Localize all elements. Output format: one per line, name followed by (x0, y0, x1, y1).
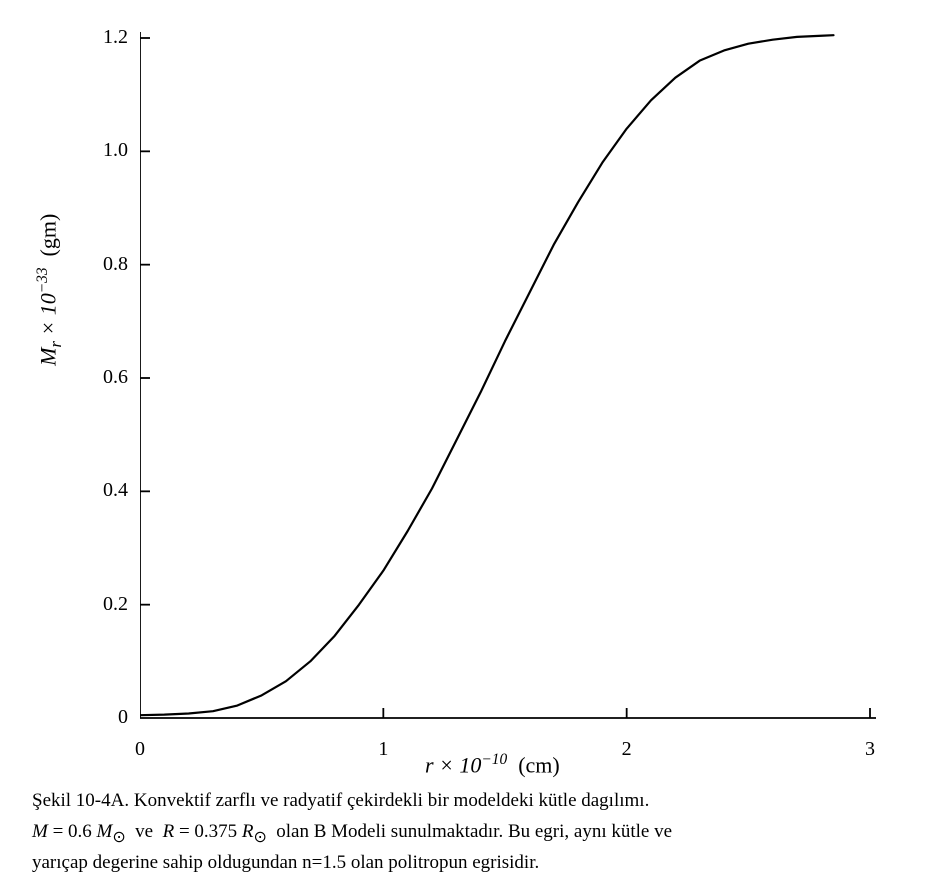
chart-container: 0 0.2 0.4 0.6 0.8 1.0 1.2 0 1 2 3 Mr × 10−33 (gm)… (10, 10, 928, 780)
y-tick-label: 0.4 (78, 479, 128, 502)
y-tick-label: 1.2 (78, 26, 128, 49)
y-tick-label: 0.6 (78, 366, 128, 389)
y-tick-label: 1.0 (78, 139, 128, 162)
caption-line-3: yarıçap degerine sahip oldugundan n=1.5 … (32, 849, 912, 878)
y-axis-label: Mr × 10−33 (gm) (34, 214, 66, 366)
x-tick-label: 2 (612, 738, 642, 761)
plot-area (140, 28, 890, 728)
x-tick-label: 0 (125, 738, 155, 761)
y-tick-label: 0.8 (78, 253, 128, 276)
x-tick-label: 1 (368, 738, 398, 761)
y-tick-label: 0.2 (78, 593, 128, 616)
chart-svg (140, 28, 890, 728)
figure-caption: Şekil 10-4A. Konvektif zarflı ve radyati… (32, 787, 912, 878)
y-tick-label: 0 (78, 706, 128, 729)
caption-line-2: M = 0.6 M⊙ ve R = 0.375 R⊙ olan B Modeli… (32, 818, 912, 850)
caption-line-1: Şekil 10-4A. Konvektif zarflı ve radyati… (32, 787, 912, 816)
x-tick-label: 3 (855, 738, 885, 761)
x-axis-label: r × 10−10 (cm) (425, 751, 560, 778)
